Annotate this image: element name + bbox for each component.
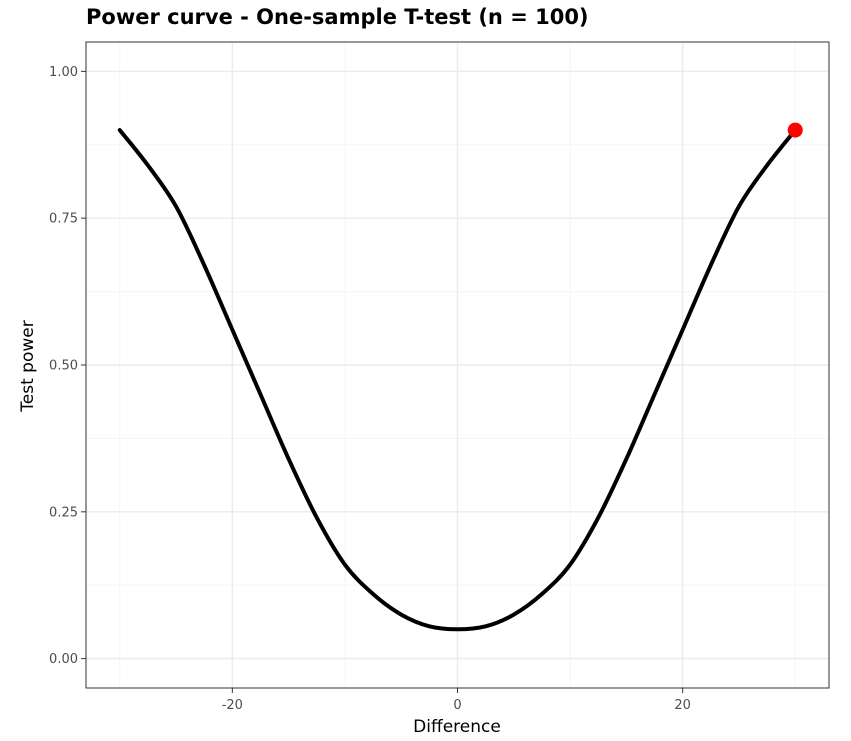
y-tick-label: 1.00: [49, 65, 78, 80]
y-tick-label: 0.50: [49, 359, 78, 374]
grid-lines: [86, 42, 829, 688]
y-tick-label: 0.00: [49, 652, 78, 667]
chart-title: Power curve - One-sample T-test (n = 100…: [86, 5, 589, 29]
x-tick-label: 0: [453, 698, 461, 713]
highlight-point: [787, 122, 803, 138]
y-tick-label: 0.25: [49, 505, 78, 520]
plot-area: [117, 122, 803, 632]
x-axis-label: Difference: [413, 717, 501, 737]
y-axis-label: Test power: [18, 320, 38, 412]
power-curve-line: [117, 128, 798, 632]
y-tick-label: 0.75: [49, 212, 78, 227]
axes: -20 0 20 0.00 0.25 0.50 0.75 1.00: [49, 65, 691, 713]
x-tick-label: 20: [674, 698, 691, 713]
x-tick-label: -20: [222, 698, 243, 713]
